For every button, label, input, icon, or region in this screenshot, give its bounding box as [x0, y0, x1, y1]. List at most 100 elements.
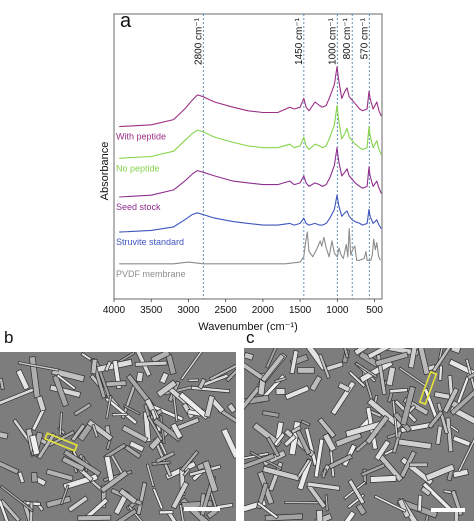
crystal	[118, 487, 138, 505]
crystal	[187, 378, 200, 382]
crystal	[256, 501, 279, 520]
crystal	[457, 436, 474, 473]
crystal	[151, 460, 171, 466]
crystal	[197, 377, 207, 390]
crystal	[67, 495, 89, 513]
crystal	[99, 469, 129, 494]
crystal	[360, 463, 386, 477]
crystal	[275, 388, 286, 395]
x-tick-label-4000: 4000	[103, 305, 126, 316]
scale-bar	[431, 508, 465, 512]
crystal	[36, 432, 57, 460]
crystal	[260, 353, 286, 383]
crystal	[17, 361, 60, 372]
x-tick-label-2000: 2000	[252, 305, 275, 316]
crystal	[295, 429, 312, 456]
crystal	[29, 434, 41, 456]
crystal	[374, 351, 409, 367]
crystal	[367, 348, 392, 360]
crystal	[274, 376, 287, 384]
crystal	[30, 471, 38, 483]
crystal	[342, 348, 350, 359]
spectrum-line-seed-stock	[119, 147, 382, 198]
crystal	[45, 468, 74, 482]
x-tick-label-3500: 3500	[140, 305, 163, 316]
crystal	[369, 475, 397, 483]
crystal	[384, 348, 419, 357]
crystal	[284, 500, 326, 505]
spectrum-line-struvite-standard	[119, 194, 382, 233]
crystal	[427, 410, 444, 429]
x-axis-label: Wavenumber (cm⁻¹)	[198, 321, 298, 333]
crystal	[373, 494, 407, 513]
crystal	[158, 510, 174, 515]
crystal	[109, 508, 138, 521]
crystal	[36, 395, 47, 412]
crystal	[58, 411, 63, 436]
crystal	[407, 348, 420, 369]
crystal	[321, 468, 328, 479]
crystal	[56, 373, 77, 391]
reference-line-label-1000: 1000 cm⁻¹	[327, 17, 338, 65]
crystal	[409, 462, 428, 468]
crystal	[204, 395, 215, 418]
crystal	[155, 451, 176, 464]
x-tick-label-1500: 1500	[289, 305, 312, 316]
x-tick-label-2500: 2500	[215, 305, 238, 316]
crystal	[262, 410, 280, 418]
crystal	[359, 359, 394, 383]
crystal	[150, 352, 171, 364]
crystal	[438, 365, 443, 381]
crystal	[306, 481, 341, 491]
crystal	[328, 453, 353, 470]
crystal	[135, 371, 144, 383]
spectrum-label-seed-stock: Seed stock	[116, 202, 161, 212]
crystal	[0, 431, 9, 440]
crystal	[385, 366, 396, 387]
crystal	[156, 379, 178, 398]
crystal	[121, 424, 149, 444]
crystal	[324, 494, 329, 512]
reference-line-labels: 2800 cm⁻¹ 1450 cm⁻¹ 1000 cm⁻¹ 800 cm⁻¹ 570 c…	[193, 17, 370, 65]
crystal	[73, 402, 92, 417]
crystal	[45, 495, 72, 509]
crystal	[316, 509, 324, 521]
panel-a-ftir-chart: a 2800 cm⁻¹ 1450 cm⁻¹ 1000 cm⁻¹ 800 cm⁻¹ 570…	[99, 10, 383, 333]
spectrum-label-with-peptide: With peptide	[116, 132, 166, 142]
spectrum-label-no-peptide: No peptide	[116, 163, 160, 173]
highlighted-crystal-outline	[43, 432, 79, 452]
y-axis-label: Absorbance	[99, 142, 111, 201]
plot-frame	[113, 13, 383, 300]
crystal	[262, 465, 301, 482]
crystal	[152, 417, 182, 443]
crystal	[226, 402, 236, 414]
crystal	[104, 360, 112, 372]
crystal	[225, 364, 236, 383]
crystal	[61, 456, 86, 472]
crystal	[244, 453, 275, 471]
crystal	[252, 422, 282, 448]
crystal	[178, 391, 210, 420]
panel-b-micrograph	[0, 352, 236, 521]
crystal	[0, 460, 20, 475]
panel-a-letter: a	[120, 10, 132, 32]
crystal	[400, 385, 416, 426]
crystal	[389, 387, 408, 394]
panel-c-letter: c	[246, 328, 255, 347]
crystal	[111, 412, 128, 417]
crystal	[355, 503, 367, 516]
crystal	[134, 360, 168, 367]
spectrum-line-pvdf-membrane	[119, 228, 381, 265]
crystal	[342, 510, 356, 521]
crystal	[265, 348, 286, 369]
scale-bar	[184, 507, 220, 511]
x-tick-label-1000: 1000	[326, 305, 349, 316]
crystal	[284, 385, 310, 401]
reference-line-label-1450: 1450 cm⁻¹	[294, 17, 305, 65]
crystal	[313, 438, 325, 478]
crystal	[0, 484, 34, 513]
crystal	[433, 391, 451, 400]
crystal	[347, 479, 366, 505]
crystal	[449, 384, 474, 416]
crystal	[124, 444, 142, 459]
